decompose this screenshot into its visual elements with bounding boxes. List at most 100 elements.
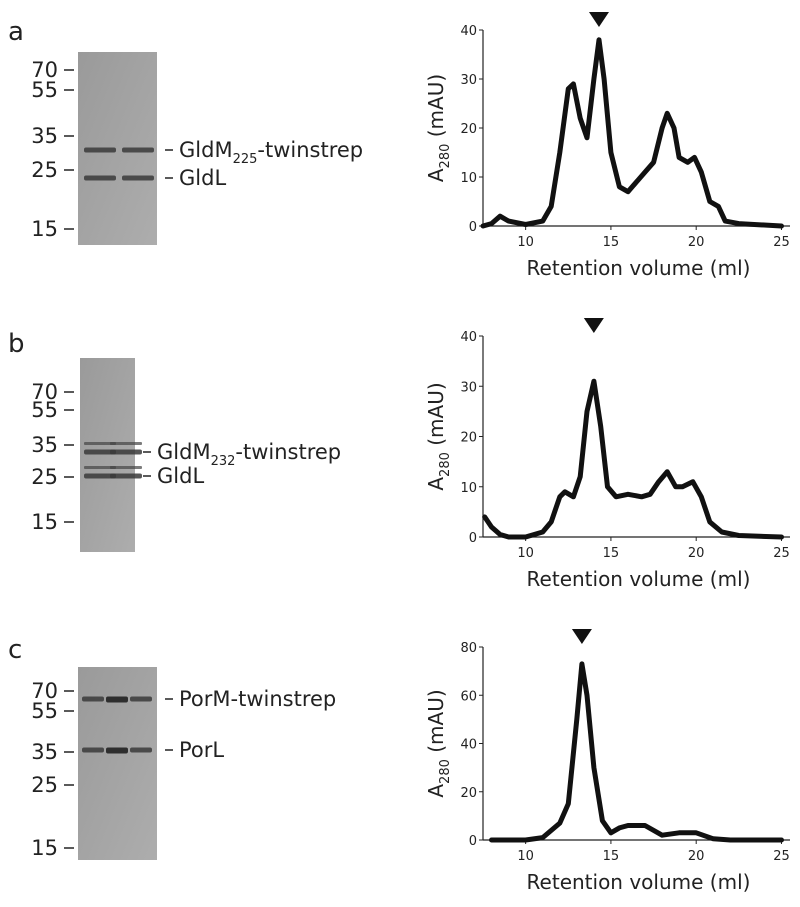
x-tick-label: 25: [773, 546, 790, 561]
peak-marker: [571, 629, 592, 644]
x-tick-label: 15: [603, 849, 620, 864]
label-main: A: [424, 477, 448, 491]
marker-label: 35: [31, 433, 58, 457]
x-tick-label: 20: [688, 546, 705, 561]
marker-label: 55: [31, 699, 58, 723]
panel-letter: b: [8, 329, 25, 359]
marker-label: 55: [31, 78, 58, 102]
label-main: GldM: [179, 138, 233, 162]
label-rest: (mAU): [424, 382, 448, 452]
label: GldM232-twinstrep: [157, 440, 341, 469]
label-main: GldL: [157, 464, 204, 488]
gel-band: [122, 175, 154, 181]
x-axis-label: Retention volume (ml): [527, 870, 751, 894]
y-tick-label: 60: [460, 689, 477, 704]
gel: [80, 358, 135, 552]
marker-label: 70: [31, 380, 58, 404]
label-sub: 280: [438, 452, 453, 477]
y-tick-label: 20: [460, 431, 477, 446]
label-main: A: [424, 168, 448, 182]
label-main: GldM: [157, 440, 211, 464]
x-tick-label: 15: [603, 235, 620, 250]
gel-band: [110, 449, 142, 455]
gel-band: [84, 147, 116, 153]
chromatogram-line: [480, 37, 784, 229]
y-tick-label: 30: [460, 380, 477, 395]
x-tick-label: 10: [517, 235, 534, 250]
y-tick-label: 0: [469, 531, 477, 546]
label-rest: (mAU): [424, 689, 448, 759]
gel-band: [106, 747, 128, 754]
x-tick-label: 20: [688, 849, 705, 864]
y-tick-label: 40: [460, 330, 477, 345]
chromatogram-line: [489, 661, 784, 843]
chromatogram-line: [482, 378, 784, 540]
gel-band: [110, 473, 142, 479]
y-axis-label: A280 (mAU): [424, 382, 453, 490]
marker-label: 25: [31, 465, 58, 489]
y-tick-label: 80: [460, 641, 477, 656]
marker-label: 70: [31, 679, 58, 703]
label-main: PorL: [179, 738, 224, 762]
y-tick-label: 40: [460, 738, 477, 753]
x-tick-label: 15: [603, 546, 620, 561]
y-axis-label: A280 (mAU): [424, 689, 453, 797]
gel-band: [84, 449, 116, 455]
label-rest: -twinstrep: [235, 440, 341, 464]
label-sub: 232: [211, 454, 236, 469]
gel-band: [84, 175, 116, 181]
gel-band: [122, 147, 154, 153]
x-tick-label: 20: [688, 235, 705, 250]
gel-band: [130, 747, 152, 753]
gel-band: [84, 442, 116, 445]
label-main: PorM-twinstrep: [179, 687, 336, 711]
marker-label: 35: [31, 124, 58, 148]
y-tick-label: 20: [460, 122, 477, 137]
marker-label: 25: [31, 773, 58, 797]
label-sub: 280: [438, 759, 453, 784]
label-main: GldL: [179, 166, 226, 190]
label-sub: 280: [438, 144, 453, 169]
label-sub: 225: [233, 152, 258, 167]
label: PorM-twinstrep: [179, 687, 336, 711]
panel-letter: c: [8, 635, 22, 665]
gel-band: [84, 473, 116, 479]
gel-band: [106, 696, 128, 703]
gel-band: [110, 466, 142, 469]
marker-label: 25: [31, 158, 58, 182]
peak-marker: [588, 12, 609, 27]
gel-band: [84, 466, 116, 469]
label-rest: (mAU): [424, 74, 448, 144]
y-tick-label: 20: [460, 786, 477, 801]
x-tick-label: 10: [517, 849, 534, 864]
x-axis-label: Retention volume (ml): [527, 567, 751, 591]
y-tick-label: 0: [469, 834, 477, 849]
marker-label: 15: [31, 217, 58, 241]
gel: [78, 667, 157, 860]
gel-band: [82, 696, 104, 702]
gel-band: [110, 442, 142, 445]
y-tick-label: 30: [460, 73, 477, 88]
y-tick-label: 10: [460, 481, 477, 496]
marker-label: 70: [31, 58, 58, 82]
gel-band: [82, 747, 104, 753]
label: PorL: [179, 738, 224, 762]
y-tick-label: 40: [460, 24, 477, 39]
label: GldL: [157, 464, 204, 488]
marker-label: 15: [31, 836, 58, 860]
peak-marker: [583, 318, 604, 333]
label-rest: -twinstrep: [257, 138, 363, 162]
marker-label: 15: [31, 510, 58, 534]
marker-label: 55: [31, 398, 58, 422]
label: GldL: [179, 166, 226, 190]
panel-letter: a: [8, 17, 24, 47]
label-main: A: [424, 784, 448, 798]
label: GldM225-twinstrep: [179, 138, 363, 167]
marker-label: 35: [31, 740, 58, 764]
x-tick-label: 25: [773, 849, 790, 864]
x-axis-label: Retention volume (ml): [527, 256, 751, 280]
y-tick-label: 0: [469, 220, 477, 235]
x-tick-label: 10: [517, 546, 534, 561]
x-tick-label: 25: [773, 235, 790, 250]
